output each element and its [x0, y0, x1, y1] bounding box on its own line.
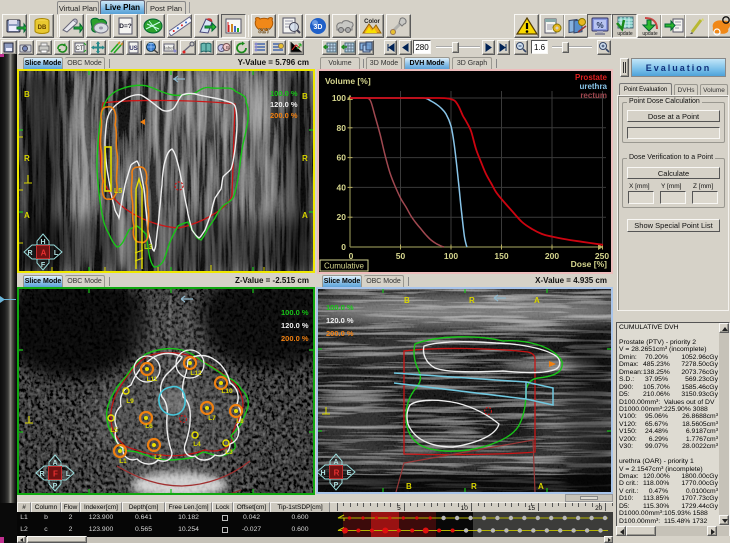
svg-text:P: P	[53, 483, 58, 490]
svg-text:US: US	[129, 46, 137, 52]
svg-text:0: 0	[341, 242, 346, 252]
svg-text:200: 200	[545, 251, 559, 261]
svg-text:F: F	[53, 470, 58, 479]
svg-text:L9: L9	[126, 398, 134, 405]
svg-text:R: R	[39, 471, 44, 478]
svg-text:200.0 %: 200.0 %	[270, 111, 298, 120]
svg-text:120.0 %: 120.0 %	[281, 321, 309, 330]
svg-text:A: A	[333, 459, 338, 466]
svg-text:B: B	[406, 482, 412, 491]
svg-text:3D: 3D	[314, 24, 323, 31]
svg-text:R: R	[24, 154, 30, 163]
svg-text:CT: CT	[76, 46, 84, 52]
svg-text:B: B	[404, 296, 410, 305]
svg-text:%: %	[596, 21, 603, 30]
svg-text:L5: L5	[114, 188, 122, 195]
svg-text:L6: L6	[145, 423, 153, 430]
svg-text:100: 100	[332, 93, 346, 103]
svg-text:20: 20	[337, 212, 347, 222]
svg-text:rectum: rectum	[580, 91, 607, 100]
svg-text:L: L	[54, 250, 59, 257]
svg-text:200.0 %: 200.0 %	[326, 329, 354, 338]
svg-text:A: A	[538, 482, 544, 491]
svg-text:A: A	[534, 296, 540, 305]
svg-text:B: B	[302, 92, 308, 101]
svg-text:A: A	[221, 46, 224, 51]
svg-text:L5: L5	[110, 427, 118, 434]
svg-text:R: R	[471, 482, 477, 491]
svg-text:update: update	[642, 31, 658, 36]
svg-text:P: P	[334, 482, 339, 489]
svg-text:B: B	[226, 45, 229, 50]
svg-text:100.0 %: 100.0 %	[326, 303, 354, 312]
svg-text:R: R	[469, 296, 475, 305]
svg-text:L7: L7	[208, 415, 216, 422]
svg-text:L8: L8	[236, 418, 244, 425]
svg-text:L1: L1	[119, 458, 127, 465]
svg-text:L2: L2	[154, 454, 162, 461]
svg-text:A: A	[302, 211, 308, 220]
svg-text:DB: DB	[38, 25, 47, 31]
svg-text:L10: L10	[221, 388, 233, 395]
svg-text:update: update	[617, 31, 633, 36]
svg-text:150: 150	[494, 251, 508, 261]
svg-text:80: 80	[337, 123, 347, 133]
svg-text:L3: L3	[225, 449, 233, 456]
svg-text:R: R	[27, 250, 32, 257]
svg-text:100.0 %: 100.0 %	[270, 89, 298, 98]
svg-text:250: 250	[595, 251, 609, 261]
svg-text:L12: L12	[190, 370, 202, 377]
svg-text:L3: L3	[144, 244, 152, 251]
svg-text:Color: Color	[364, 19, 380, 25]
svg-text:H: H	[40, 239, 45, 246]
svg-text:SET: SET	[258, 29, 271, 35]
svg-text:A: A	[24, 211, 30, 220]
svg-text:Volume [%]: Volume [%]	[325, 76, 371, 86]
svg-text:60: 60	[337, 153, 347, 163]
svg-text:50: 50	[396, 251, 406, 261]
svg-text:D=?: D=?	[119, 23, 131, 30]
svg-text:40: 40	[337, 182, 347, 192]
svg-text:120.0 %: 120.0 %	[270, 100, 298, 109]
svg-text:Cumulative: Cumulative	[324, 262, 365, 271]
svg-text:label: label	[164, 46, 174, 51]
svg-text:Dose [%]: Dose [%]	[571, 259, 608, 269]
svg-text:Prostate: Prostate	[575, 73, 608, 82]
svg-text:A: A	[41, 249, 47, 258]
svg-text:100.0 %: 100.0 %	[281, 308, 309, 317]
svg-text:R: R	[334, 469, 340, 478]
svg-text:200.0 %: 200.0 %	[281, 334, 309, 343]
svg-text:L: L	[66, 471, 71, 478]
svg-text:100: 100	[444, 251, 458, 261]
svg-text:L11: L11	[147, 376, 158, 383]
svg-text:120.0 %: 120.0 %	[326, 316, 354, 325]
svg-text:R: R	[302, 154, 308, 163]
svg-text:L4: L4	[193, 441, 201, 448]
svg-text:F: F	[41, 262, 46, 269]
svg-text:B: B	[24, 90, 30, 99]
svg-text:A: A	[52, 460, 57, 467]
svg-text:0: 0	[349, 251, 354, 261]
svg-text:H: H	[320, 470, 325, 477]
svg-text:urethra: urethra	[579, 82, 607, 91]
svg-text:E: E	[347, 470, 352, 477]
